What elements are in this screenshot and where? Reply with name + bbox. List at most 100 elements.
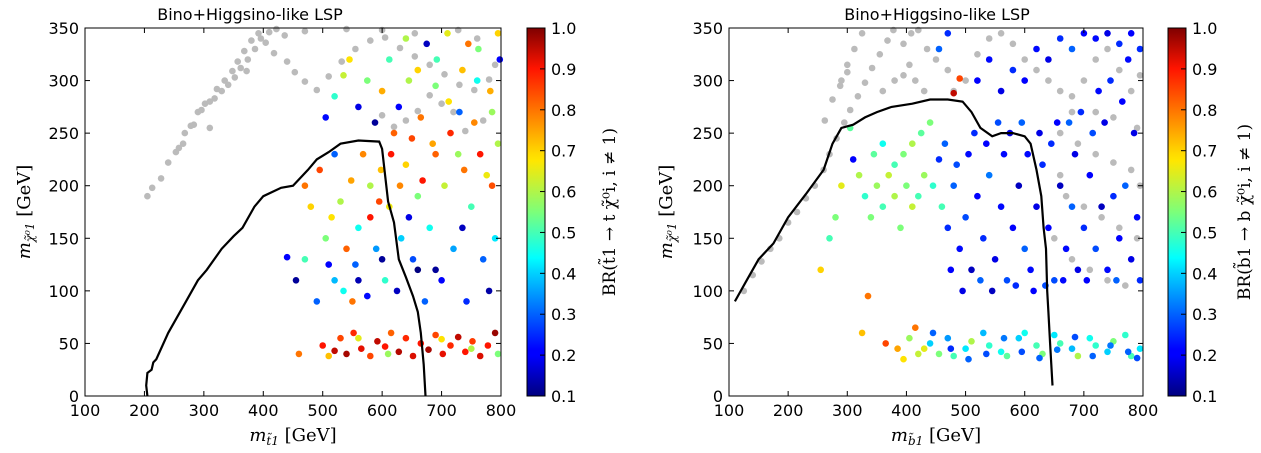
data-point bbox=[355, 103, 362, 111]
y-tick-label: 50 bbox=[59, 334, 79, 353]
excluded-point bbox=[450, 108, 457, 116]
data-point bbox=[426, 224, 434, 232]
data-point bbox=[1053, 119, 1061, 126]
excluded-point bbox=[221, 77, 228, 84]
colorbar-tick-label: 0.2 bbox=[1192, 346, 1217, 365]
data-point bbox=[358, 345, 365, 353]
data-point bbox=[1030, 287, 1037, 295]
colorbar-left bbox=[526, 27, 546, 397]
data-point bbox=[402, 161, 410, 168]
data-point bbox=[1104, 30, 1111, 37]
data-point bbox=[926, 340, 934, 347]
excluded-point bbox=[352, 45, 359, 53]
colorbar-tick-label: 0.2 bbox=[551, 346, 576, 365]
data-point bbox=[1124, 348, 1132, 356]
excluded-point bbox=[912, 77, 919, 84]
x-tick-label: 600 bbox=[1009, 401, 1040, 420]
excluded-point bbox=[426, 92, 434, 99]
data-point bbox=[855, 171, 863, 179]
data-point bbox=[971, 129, 978, 137]
data-point bbox=[484, 342, 492, 349]
data-point bbox=[1065, 119, 1073, 126]
excluded-point bbox=[758, 258, 765, 265]
colorbar-label-right: BR(b̃1 → b χ̃⁰i, i ≠ 1) bbox=[1233, 124, 1255, 300]
data-point bbox=[414, 192, 422, 200]
data-point bbox=[1098, 203, 1105, 210]
data-point bbox=[1101, 119, 1108, 126]
excluded-point bbox=[944, 66, 952, 74]
excluded-point bbox=[858, 30, 866, 37]
data-point bbox=[405, 214, 413, 221]
y-ticks-left: 0 50 100 150 200 250 300 350 bbox=[48, 19, 501, 406]
data-point bbox=[367, 352, 374, 360]
excluded-point bbox=[441, 71, 448, 78]
data-point bbox=[956, 245, 963, 253]
excluded-point bbox=[1068, 108, 1076, 116]
excluded-point bbox=[148, 184, 156, 192]
data-point bbox=[387, 329, 395, 337]
data-point bbox=[1122, 182, 1129, 189]
data-point bbox=[432, 150, 439, 158]
excluded-point bbox=[456, 81, 463, 89]
excluded-point bbox=[291, 68, 299, 76]
data-point bbox=[496, 56, 504, 63]
data-point bbox=[1021, 77, 1028, 84]
excluded-point bbox=[1068, 255, 1076, 263]
excluded-point bbox=[414, 107, 422, 115]
excluded-point bbox=[1116, 224, 1123, 232]
x-tick-label: 200 bbox=[773, 401, 804, 420]
data-point bbox=[432, 266, 439, 274]
excluded-point bbox=[879, 87, 887, 95]
data-point bbox=[468, 203, 475, 210]
data-point bbox=[331, 93, 338, 100]
panel-left: Bino+Higgsino-like LSP 100 200 300 400 500 60… bbox=[14, 5, 620, 448]
x-tick-label: 400 bbox=[248, 401, 279, 420]
data-point bbox=[838, 182, 845, 189]
data-point bbox=[1024, 150, 1031, 158]
data-point bbox=[1000, 150, 1008, 158]
data-point bbox=[1136, 277, 1144, 284]
data-point bbox=[1107, 77, 1114, 84]
y-ticks-right: 0 50 100 150 200 250 300 350 bbox=[692, 19, 1143, 406]
excluded-point bbox=[479, 117, 487, 124]
excluded-point bbox=[181, 129, 189, 137]
data-point bbox=[337, 334, 344, 342]
excluded-point bbox=[265, 28, 273, 36]
data-point bbox=[991, 255, 999, 263]
data-point bbox=[944, 334, 952, 342]
data-point bbox=[1003, 352, 1011, 360]
data-point bbox=[935, 156, 943, 163]
y-tick-label: 0 bbox=[69, 387, 79, 406]
data-point bbox=[374, 338, 381, 345]
excluded-point bbox=[1092, 108, 1099, 116]
x-tick-label: 500 bbox=[307, 401, 338, 420]
y-tick-label: 200 bbox=[692, 177, 723, 196]
data-point bbox=[479, 255, 487, 263]
data-point bbox=[438, 277, 445, 284]
data-point bbox=[468, 345, 475, 353]
y-tick-label: 100 bbox=[692, 282, 723, 301]
data-point bbox=[1110, 192, 1117, 200]
data-point bbox=[462, 348, 469, 356]
data-point bbox=[959, 287, 966, 295]
data-point bbox=[929, 182, 937, 189]
data-point bbox=[447, 342, 454, 349]
data-point bbox=[849, 156, 857, 163]
data-point bbox=[985, 56, 993, 63]
exclusion-contour-right bbox=[733, 98, 1054, 386]
data-point bbox=[1130, 129, 1138, 137]
data-point bbox=[471, 119, 478, 126]
data-point bbox=[372, 245, 380, 253]
excluded-point bbox=[237, 64, 244, 72]
data-point bbox=[1056, 182, 1064, 189]
colorbar-tick-label: 0.7 bbox=[551, 142, 576, 161]
excluded-point bbox=[438, 100, 445, 107]
colorbar-tick-label: 0.4 bbox=[551, 264, 576, 283]
excluded-point bbox=[396, 44, 404, 52]
y-tick-label: 350 bbox=[48, 19, 79, 38]
data-point bbox=[460, 166, 468, 174]
data-point bbox=[1018, 119, 1026, 126]
excluded-point bbox=[301, 27, 309, 35]
x-tick-label: 300 bbox=[832, 401, 863, 420]
